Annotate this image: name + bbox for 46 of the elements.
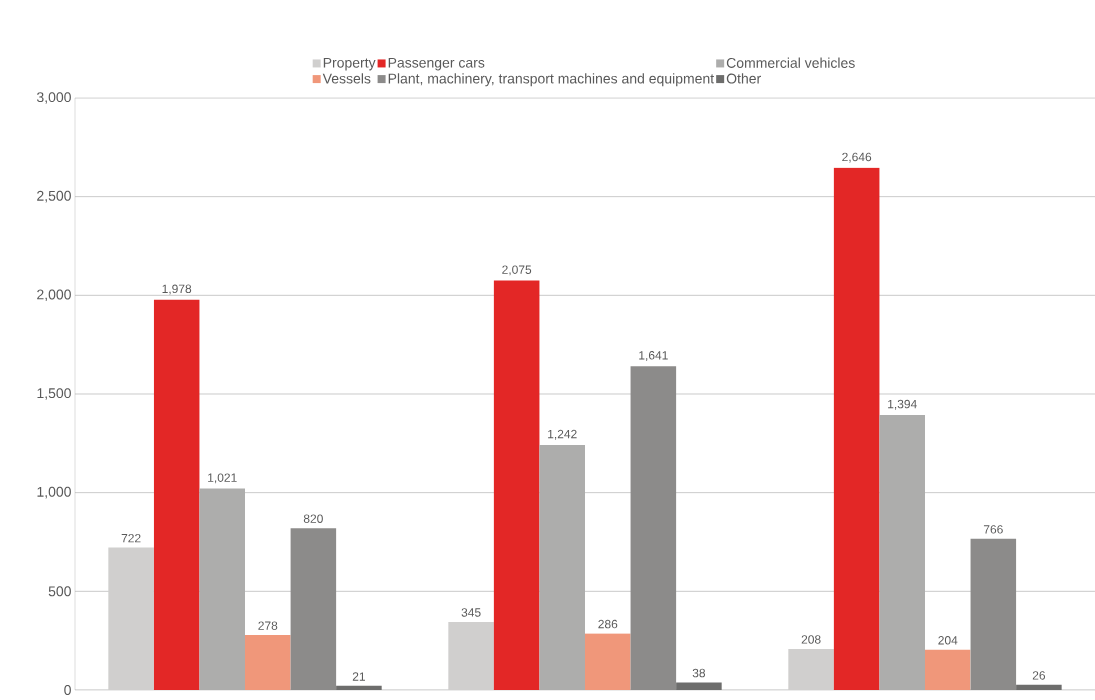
data-label: 722 (121, 533, 141, 543)
data-label: 286 (598, 619, 618, 629)
legend-label: Passenger cars (388, 57, 485, 71)
bar (493, 280, 540, 690)
data-label: 208 (801, 635, 821, 644)
bar (630, 366, 677, 690)
data-label: 1,978 (162, 284, 192, 295)
data-label: 38 (692, 668, 706, 678)
data-label: 26 (1032, 671, 1046, 680)
data-label: 2,646 (842, 152, 872, 163)
data-label: 1,021 (208, 473, 237, 484)
data-label: 766 (983, 525, 1003, 534)
y-tick-label: 2,500 (37, 190, 71, 203)
y-tick-label: 1,000 (37, 486, 71, 499)
bar (153, 299, 200, 690)
bar (970, 538, 1017, 690)
data-label: 2,075 (502, 265, 532, 276)
data-label: 1,394 (888, 399, 917, 410)
legend-label: Vessels (322, 73, 371, 84)
y-tick-label: 1,500 (37, 388, 71, 400)
bar (108, 547, 154, 690)
bar (245, 635, 291, 690)
bar (448, 621, 494, 690)
y-tick-label: 3,000 (36, 92, 71, 104)
data-label: 204 (938, 636, 958, 645)
data-label: 21 (352, 672, 365, 681)
bar (585, 633, 631, 690)
data-label: 345 (461, 608, 481, 617)
y-tick-label: 2,000 (37, 289, 71, 302)
bar (1016, 684, 1062, 690)
data-label: 1,242 (548, 429, 577, 440)
bar (833, 167, 880, 690)
legend-label: Plant, machinery, transport machines and equipment (388, 73, 715, 87)
bar (336, 685, 382, 690)
bar (788, 648, 834, 690)
legend-label: Commercial vehicles (726, 57, 855, 68)
data-label: 278 (258, 621, 278, 630)
y-tick-label: 0 (64, 685, 71, 695)
data-label: 820 (303, 514, 323, 523)
bar (290, 528, 337, 690)
bar (676, 682, 722, 690)
y-tick-label: 500 (48, 586, 71, 597)
legend-label: Property (323, 57, 376, 71)
data-label: 1,641 (639, 351, 668, 361)
legend-label: Other (726, 73, 761, 84)
bar (925, 649, 971, 690)
